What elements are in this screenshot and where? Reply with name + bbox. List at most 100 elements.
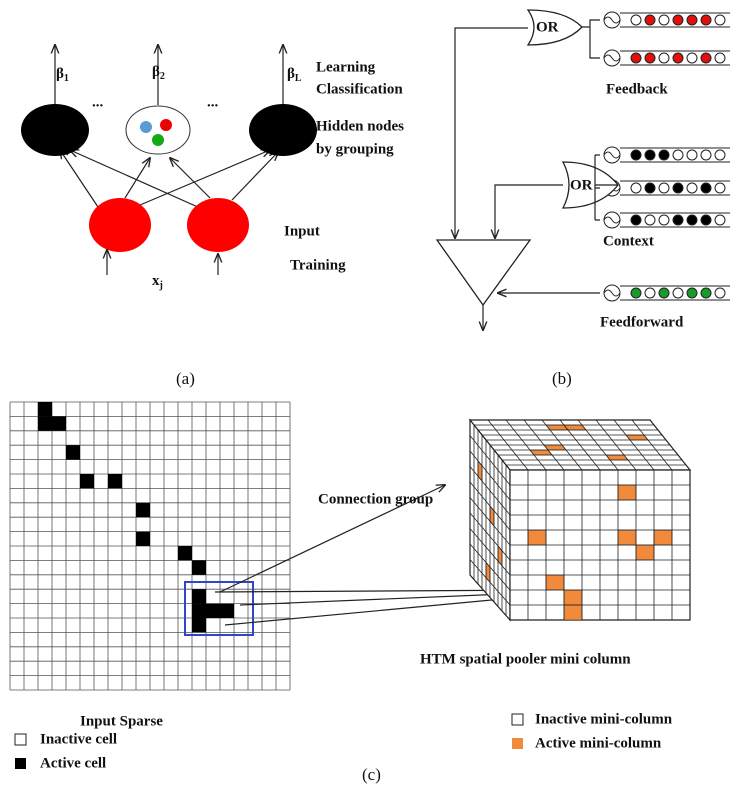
- spike: [658, 149, 670, 161]
- label: HTM spatial pooler mini column: [420, 651, 631, 667]
- hidden-group: [125, 105, 191, 155]
- wire: [455, 27, 528, 238]
- gate-label: OR: [570, 177, 593, 193]
- label: Classification: [316, 81, 403, 97]
- label: Training: [290, 257, 346, 273]
- active-column: [545, 574, 565, 591]
- active-column: [527, 529, 547, 546]
- active-cell: [136, 502, 150, 518]
- spike: [714, 14, 726, 26]
- label: Input: [284, 223, 320, 239]
- label: Learning: [316, 59, 376, 75]
- active-cell: [136, 531, 150, 546]
- label: Connection group: [318, 491, 433, 507]
- wire: [582, 19, 600, 59]
- cube-line: [595, 419, 637, 471]
- spike: [714, 214, 726, 226]
- active-cell: [206, 603, 220, 618]
- legend-swatch: [15, 758, 26, 769]
- spike: [658, 214, 670, 226]
- spike: [630, 52, 642, 64]
- spike: [686, 182, 698, 194]
- label: Context: [603, 233, 654, 249]
- cube-line: [469, 559, 511, 606]
- oscillator: [603, 151, 621, 159]
- caption: (c): [362, 765, 381, 784]
- cube-line: [577, 419, 619, 471]
- cube-line: [631, 419, 673, 471]
- legend-swatch: [512, 738, 523, 749]
- or-gate: [561, 161, 619, 209]
- caption: (a): [176, 369, 195, 388]
- active-cell: [192, 560, 206, 575]
- active-cell: [38, 416, 52, 431]
- active-cell: [80, 474, 94, 489]
- ellipsis: ...: [207, 94, 219, 110]
- legend-label: Inactive mini-column: [535, 711, 673, 727]
- spike: [672, 52, 684, 64]
- output-label: βL: [287, 66, 302, 84]
- neuron: [435, 239, 532, 307]
- spike: [672, 182, 684, 194]
- spike: [714, 182, 726, 194]
- spike: [644, 287, 656, 299]
- input-node: [89, 198, 151, 252]
- legend-label: Active mini-column: [535, 735, 662, 751]
- hidden-node: [249, 104, 317, 156]
- edge: [70, 150, 201, 209]
- edge: [60, 150, 101, 211]
- spike: [644, 14, 656, 26]
- spike: [630, 14, 642, 26]
- label: by grouping: [316, 141, 394, 157]
- active-cell: [192, 603, 206, 618]
- label: Feedback: [606, 81, 668, 97]
- active-cell: [38, 402, 52, 417]
- spike: [686, 149, 698, 161]
- spike: [714, 287, 726, 299]
- oscillator: [603, 16, 621, 24]
- spike: [700, 287, 712, 299]
- edge: [124, 158, 150, 199]
- spike: [644, 182, 656, 194]
- cube-line: [469, 528, 511, 576]
- spike: [686, 14, 698, 26]
- spike: [658, 287, 670, 299]
- active-column: [617, 529, 637, 546]
- input-grid: [9, 401, 291, 691]
- cube-line: [469, 512, 511, 561]
- active-column: [635, 544, 655, 561]
- input-node: [187, 198, 249, 252]
- active-cell: [220, 603, 234, 618]
- label: Feedforward: [600, 314, 684, 330]
- legend-swatch: [14, 733, 27, 746]
- edge: [231, 152, 278, 201]
- input-label: xj: [152, 273, 163, 291]
- oscillator: [603, 289, 621, 297]
- cube-line: [613, 419, 655, 471]
- oscillator: [603, 54, 621, 62]
- active-column: [563, 604, 583, 621]
- output-label: β1: [56, 66, 69, 84]
- label: Input Sparse: [80, 713, 163, 729]
- output-label: β2: [152, 64, 165, 82]
- or-gate: [526, 9, 583, 46]
- spike: [714, 52, 726, 64]
- spike: [630, 182, 642, 194]
- spike: [714, 149, 726, 161]
- dot: [160, 119, 172, 131]
- wire: [594, 154, 618, 221]
- spike: [658, 182, 670, 194]
- spike: [630, 214, 642, 226]
- active-cell: [66, 445, 80, 460]
- cube: [468, 418, 692, 622]
- spike: [700, 149, 712, 161]
- spike: [686, 287, 698, 299]
- spike: [658, 14, 670, 26]
- spike: [700, 182, 712, 194]
- spike: [700, 214, 712, 226]
- edge: [170, 158, 211, 199]
- edge: [139, 150, 270, 206]
- active-cell: [178, 546, 192, 561]
- legend-swatch: [511, 713, 524, 726]
